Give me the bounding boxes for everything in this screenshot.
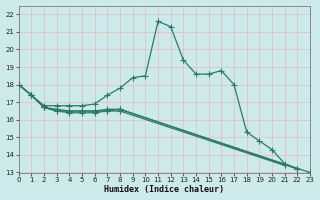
X-axis label: Humidex (Indice chaleur): Humidex (Indice chaleur)	[104, 185, 224, 194]
